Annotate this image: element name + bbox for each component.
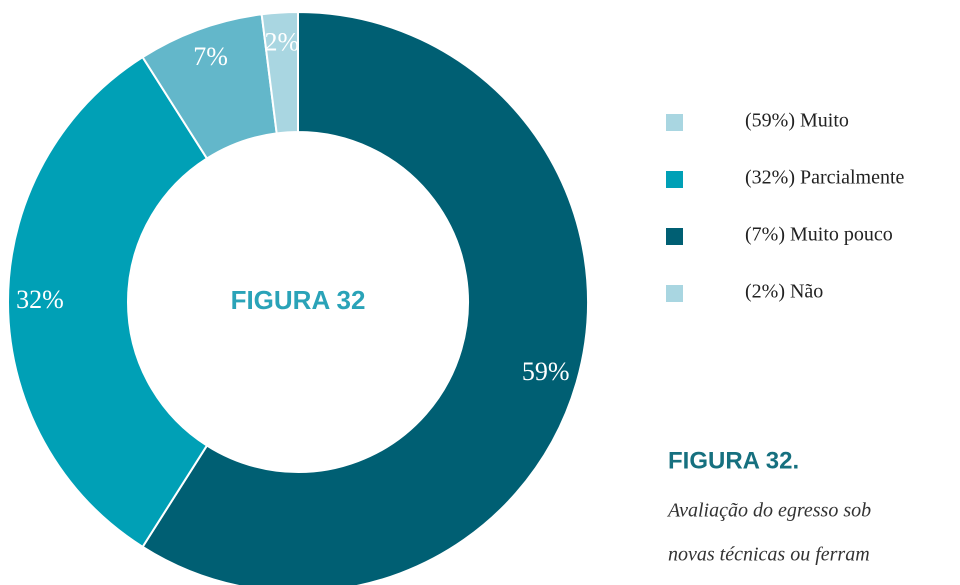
slice <box>141 10 589 585</box>
legend-swatch <box>666 285 683 302</box>
caption-line: novas técnicas ou ferram <box>668 544 870 566</box>
slice-label: 32% <box>16 285 64 314</box>
legend-label: (7%) Muito pouco <box>745 224 893 246</box>
legend-swatch <box>666 114 683 131</box>
slice-label: 7% <box>193 42 228 71</box>
legend-label: (32%) Parcialmente <box>745 167 904 189</box>
legend-swatch <box>666 171 683 188</box>
center-label: FIGURA 32 <box>231 285 366 315</box>
legend-label: (2%) Não <box>745 281 823 303</box>
legend-label: (59%) Muito <box>745 110 849 132</box>
slice <box>7 55 209 549</box>
slice-label: 2% <box>264 27 299 56</box>
caption-title: FIGURA 32. <box>668 447 799 474</box>
slice-label: 59% <box>522 357 570 386</box>
slice <box>260 10 299 135</box>
legend-swatch <box>666 228 683 245</box>
caption-line: Avaliação do egresso sob <box>666 500 871 522</box>
